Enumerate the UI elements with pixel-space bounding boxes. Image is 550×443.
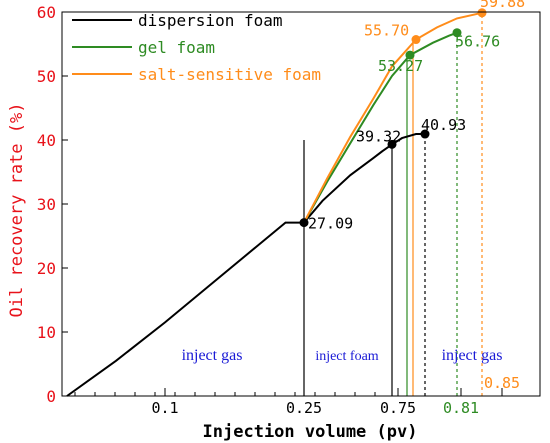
legend-label: gel foam — [138, 38, 215, 57]
y-tick-label: 50 — [37, 67, 56, 86]
data-marker — [411, 35, 421, 45]
legend-label: dispersion foam — [138, 11, 283, 30]
y-tick-label: 30 — [37, 195, 56, 214]
stage-divider-lines — [303, 12, 483, 396]
data-label: 56.76 — [455, 33, 500, 51]
y-tick-label: 10 — [37, 323, 56, 342]
data-marker — [299, 218, 309, 228]
legend-label: salt-sensitive foam — [138, 65, 321, 84]
x-tick-label: 0.75 — [380, 399, 416, 417]
x-tick-label: 0.85 — [484, 374, 520, 392]
axes: 0 10 20 30 40 50 60 0.1 0.25 0.75 0.81 0.85 — [37, 3, 541, 417]
series-line-2 — [303, 31, 458, 224]
data-marker — [405, 50, 415, 60]
stage-label: inject gas — [182, 347, 243, 364]
data-labels: 27.09 39.32 40.93 53.27 56.76 55.70 59.88 injec… — [182, 0, 526, 364]
y-tick-label: 60 — [37, 3, 56, 22]
x-axis-label: Injection volume (pv) — [203, 422, 418, 442]
series-line-1 — [66, 133, 425, 397]
data-label: 40.93 — [421, 116, 466, 134]
series-lines — [66, 11, 483, 397]
y-tick-label: 20 — [37, 259, 56, 278]
data-label: 53.27 — [378, 57, 423, 75]
y-tick-label: 0 — [46, 387, 56, 406]
data-marker — [420, 129, 430, 139]
y-tick-label: 40 — [37, 131, 56, 150]
data-marker — [387, 139, 397, 149]
stage-label: inject gas — [442, 347, 503, 364]
data-label: 27.09 — [308, 215, 353, 233]
series-line-3 — [303, 11, 483, 224]
y-axis-label: Oil recovery rate (%) — [7, 103, 27, 318]
stage-label: inject foam — [315, 349, 378, 364]
x-tick-label: 0.81 — [443, 399, 479, 417]
data-marker — [452, 28, 462, 38]
legend: dispersion foam gel foam salt-sensitive fo… — [72, 11, 321, 84]
x-tick-label: 0.1 — [151, 399, 178, 417]
data-markers — [299, 8, 487, 228]
x-tick-label: 0.25 — [286, 399, 322, 417]
data-label: 59.88 — [480, 0, 525, 11]
data-label: 39.32 — [356, 127, 401, 145]
data-marker — [477, 8, 487, 18]
data-label: 55.70 — [364, 22, 409, 40]
